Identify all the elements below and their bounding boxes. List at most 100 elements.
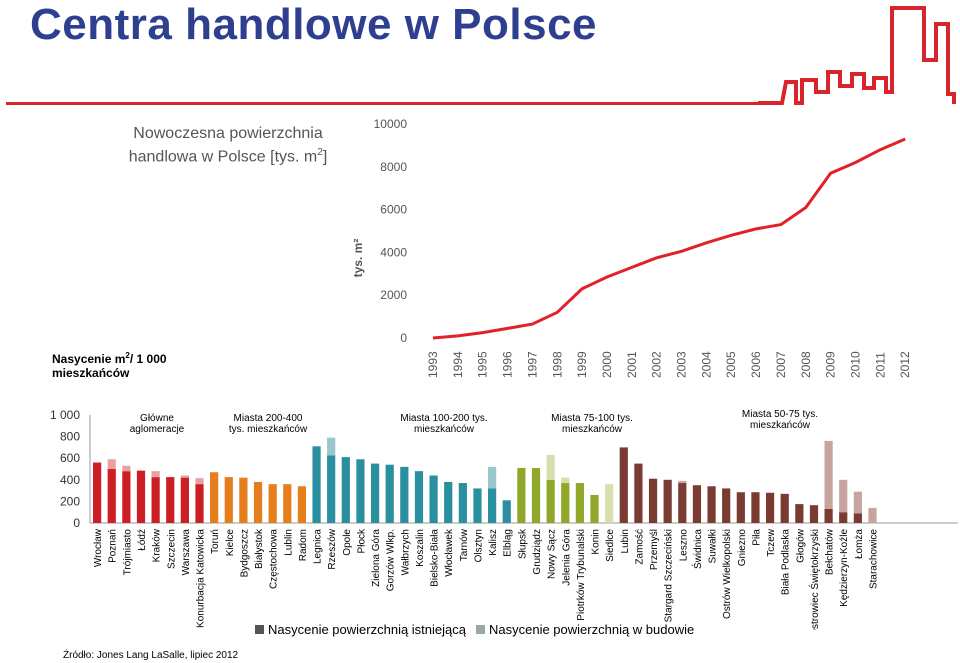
x-tick-label: 2007 [774, 351, 788, 378]
x-tick-label: Poznań [108, 529, 119, 563]
bar-under-construction [605, 484, 614, 523]
x-tick-label: 1995 [476, 351, 490, 378]
y-tick-label: 0 [73, 516, 80, 530]
bar-under-construction [824, 440, 833, 509]
x-tick-label: 1998 [550, 351, 564, 378]
y-tick-label: 2000 [380, 288, 407, 302]
x-tick-label: 2008 [799, 351, 813, 378]
bar-existing [751, 492, 760, 523]
x-tick-label: Słupsk [517, 528, 528, 559]
group-label: Główne [140, 413, 174, 424]
bar-under-construction [488, 466, 497, 489]
bar-existing [561, 483, 570, 523]
x-tick-label: 2001 [625, 351, 639, 378]
x-tick-label: Płock [356, 528, 367, 553]
x-tick-label: 1996 [501, 351, 515, 378]
x-tick-label: Stargard Szczeciński [664, 529, 675, 622]
legend-swatch-building [476, 625, 485, 634]
line-chart: 0 2000 4000 6000 8000 10000 tys. m² 1993 1994 199… [351, 117, 912, 378]
x-tick-label: Wrocław [93, 528, 104, 567]
y-tick-label: 8000 [380, 160, 407, 174]
group-label: aglomeracje [130, 424, 185, 435]
bar-existing [853, 513, 862, 523]
bar-existing [531, 467, 541, 523]
x-tick-label: Ostrowiec Świętokrzyski [808, 529, 821, 630]
x-tick-label: 2004 [699, 351, 713, 378]
bar-existing [370, 463, 380, 523]
x-tick-label: Grudziądz [532, 529, 543, 575]
x-tick-label: Piotrków Trybunalski [576, 529, 587, 621]
x-tick-label: Piła [751, 529, 762, 546]
bar-existing [765, 492, 775, 523]
bar-existing [93, 462, 102, 523]
bar-existing [444, 481, 453, 523]
x-tick-label: Biała Podlaska [781, 529, 792, 596]
x-tick-label: Łódź [137, 529, 148, 551]
bar-caption-sup: 2 [125, 351, 130, 360]
bar-existing [473, 488, 482, 523]
x-tick-label: Ostrów Wielkopolski [722, 529, 733, 619]
legend-item-building: Nasycenie powierzchnią w budowie [476, 622, 694, 637]
caption-line-1: Nowoczesna powierzchnia [133, 125, 323, 142]
group-label: Miasta 200-400 [234, 413, 303, 424]
bar-existing [151, 477, 160, 523]
caption-line-2: handlowa w Polsce [tys. m2] [98, 143, 358, 166]
x-tick-label: 2012 [898, 351, 912, 378]
bar-existing [795, 504, 804, 523]
bar-under-construction [151, 471, 160, 478]
x-tick-label: 1997 [525, 351, 539, 378]
bar-chart-caption: Nasycenie m2/ 1 000 mieszkańców [52, 349, 192, 380]
bar-under-construction [327, 437, 336, 456]
legend-label-building: Nasycenie powierzchnią w budowie [489, 622, 695, 637]
x-tick-label: Gniezno [737, 529, 748, 567]
x-tick-label: 2009 [824, 351, 838, 378]
bar-existing [663, 479, 672, 523]
x-tick-label: 2005 [724, 351, 738, 378]
bar-existing [224, 477, 233, 523]
bar-existing [488, 488, 497, 523]
bar-existing [575, 483, 584, 523]
x-tick-label: Jelenia Góra [561, 529, 572, 586]
x-tick-label: Kielce [225, 529, 236, 557]
x-tick-label: Lublin [283, 529, 294, 556]
bar-under-construction [546, 454, 555, 480]
bar-under-construction [107, 459, 116, 469]
y-tick-label: 400 [60, 473, 80, 487]
bar-under-construction [180, 475, 189, 478]
bar-existing [283, 484, 292, 523]
x-tick-label: Częstochowa [269, 529, 280, 589]
x-tick-label: Toruń [210, 529, 221, 554]
x-tick-label: 2006 [749, 351, 763, 378]
bar-existing [210, 472, 219, 523]
bar-existing [634, 463, 643, 523]
legend-swatch-existing [255, 625, 264, 634]
caption-sup: 2 [317, 147, 323, 158]
y-tick-label: 10000 [374, 117, 408, 131]
bar-existing [327, 455, 336, 523]
x-tick-label: Przemyśl [649, 529, 660, 570]
bar-existing [166, 477, 175, 523]
x-tick-label: 1993 [426, 351, 440, 378]
y-tick-label: 1 000 [50, 408, 80, 422]
x-tick-label: Zamość [634, 529, 645, 565]
x-tick-label: Łomża [854, 529, 865, 559]
y-axis-label: tys. m² [351, 239, 365, 278]
bar-existing [648, 478, 658, 523]
x-tick-label: Elbląg [503, 529, 514, 557]
x-tick-label: Białystok [254, 528, 265, 569]
x-tick-label: Warszawa [181, 529, 192, 576]
title-underline [6, 102, 766, 105]
bar-existing [312, 446, 321, 523]
x-tick-label: Radom [298, 529, 309, 561]
group-label: Miasta 75-100 tys. [551, 413, 633, 424]
bar-existing [356, 459, 365, 523]
bar-existing [590, 494, 599, 523]
legend-label-existing: Nasycenie powierzchnią istniejącą [268, 622, 466, 637]
bar-existing [136, 470, 146, 523]
y-tick-label: 6000 [380, 203, 407, 217]
bar-existing [839, 512, 848, 523]
x-tick-label: Zielona Góra [371, 529, 382, 587]
x-tick-label: Szczecin [166, 529, 177, 569]
x-tick-label: Gorzów Wlkp. [386, 529, 397, 591]
x-tick-label: 2003 [675, 351, 689, 378]
